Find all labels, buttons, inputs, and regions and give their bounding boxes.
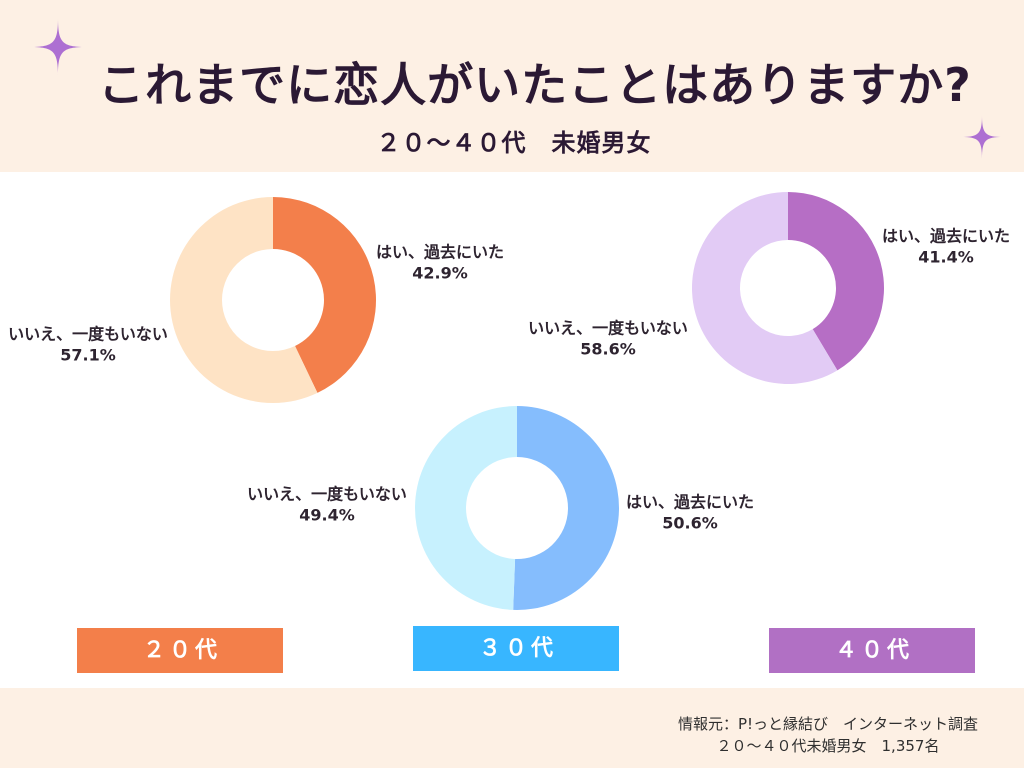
donut-slice-40s-yes bbox=[788, 192, 884, 371]
donut-slice-20s-yes bbox=[273, 197, 377, 393]
donut-chart-30s: はい、過去にいた 50.6% いいえ、一度もいない 49.4% bbox=[247, 406, 754, 610]
age-group-label-30s: ３０代 bbox=[413, 626, 619, 671]
donut-slice-30s-yes bbox=[513, 406, 619, 610]
category-label-40s-yes: はい、過去にいた bbox=[882, 227, 1010, 246]
sample-line: ２０～４０代未婚男女 1,357名 bbox=[716, 737, 940, 755]
percent-label-20s-yes: 42.9% bbox=[412, 264, 468, 283]
percent-label-40s-no: 58.6% bbox=[580, 340, 636, 359]
page-subtitle: ２０～４０代 未婚男女 bbox=[376, 129, 652, 157]
donut-chart-40s: はい、過去にいた 41.4% いいえ、一度もいない 58.6% bbox=[528, 192, 1010, 385]
footer-band bbox=[0, 688, 1024, 768]
donut-slice-40s-no bbox=[691, 192, 838, 385]
source-line: 情報元：P!っと縁結び インターネット調査 bbox=[677, 715, 979, 733]
donut-chart-20s: はい、過去にいた 42.9% いいえ、一度もいない 57.1% bbox=[8, 197, 504, 403]
header-band bbox=[0, 0, 1024, 172]
category-label-20s-yes: はい、過去にいた bbox=[376, 243, 504, 262]
category-label-20s-no: いいえ、一度もいない bbox=[8, 325, 168, 344]
category-label-30s-no: いいえ、一度もいない bbox=[247, 485, 407, 504]
donut-slice-20s-no bbox=[170, 197, 318, 403]
percent-label-30s-no: 49.4% bbox=[299, 506, 355, 525]
percent-label-40s-yes: 41.4% bbox=[918, 248, 974, 267]
sparkle-icon bbox=[961, 115, 1003, 159]
category-label-30s-yes: はい、過去にいた bbox=[626, 493, 754, 512]
donut-slice-30s-no bbox=[414, 406, 517, 610]
age-group-label-40s: ４０代 bbox=[769, 628, 975, 673]
source-note: 情報元：P!っと縁結び インターネット調査 ２０～４０代未婚男女 1,357名 bbox=[658, 713, 998, 757]
sparkle-icon bbox=[30, 18, 86, 76]
percent-label-30s-yes: 50.6% bbox=[662, 514, 718, 533]
age-group-label-20s: ２０代 bbox=[77, 628, 283, 673]
page-title: これまでに恋人がいたことはありますか? bbox=[98, 58, 972, 112]
percent-label-20s-no: 57.1% bbox=[60, 346, 116, 365]
category-label-40s-no: いいえ、一度もいない bbox=[528, 319, 688, 338]
